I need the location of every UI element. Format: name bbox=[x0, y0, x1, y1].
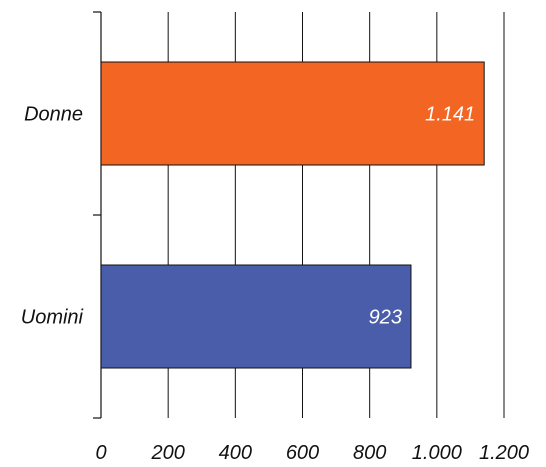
bar-uomini bbox=[100, 264, 412, 369]
data-label-donne: 1.141 bbox=[425, 104, 475, 126]
x-tick-label: 400 bbox=[219, 442, 252, 464]
data-label-uomini: 923 bbox=[369, 307, 402, 329]
x-tick-label: 200 bbox=[150, 442, 184, 464]
bar-donne bbox=[100, 61, 485, 166]
x-tick-label: 1.200 bbox=[479, 442, 529, 464]
category-label-donne: Donne bbox=[24, 104, 83, 126]
x-tick-label: 0 bbox=[95, 442, 106, 464]
x-tick-label: 600 bbox=[286, 442, 319, 464]
y-axis bbox=[93, 11, 102, 419]
x-tick-label: 1.000 bbox=[412, 442, 462, 464]
category-label-uomini: Uomini bbox=[21, 307, 84, 329]
bars bbox=[100, 61, 485, 369]
x-tick-label: 800 bbox=[353, 442, 386, 464]
labels: 0 200 400 600 800 1.000 1.200 Donne 1.141 Uomini 9… bbox=[21, 104, 529, 465]
